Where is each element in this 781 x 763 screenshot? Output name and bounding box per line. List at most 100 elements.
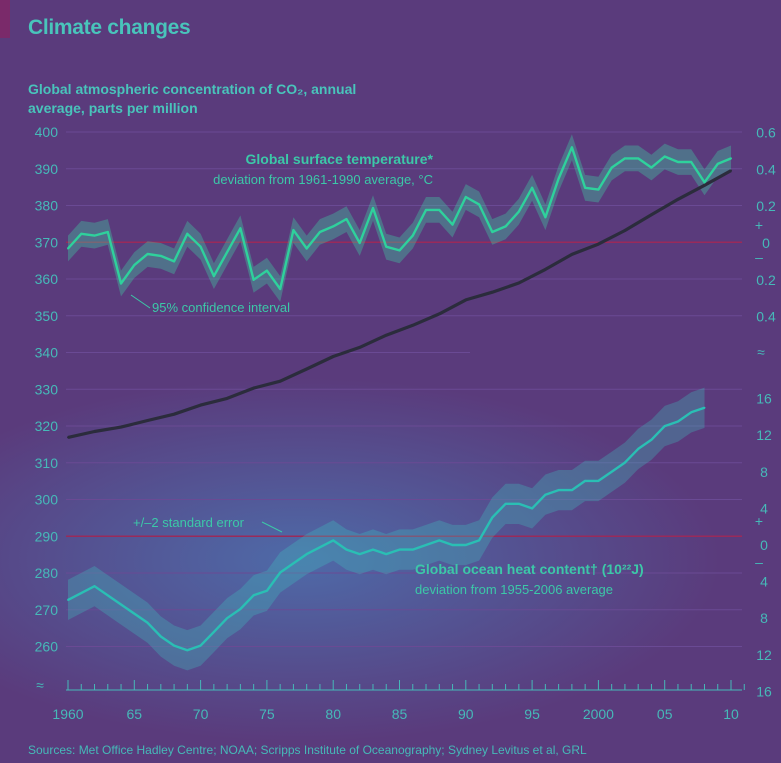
co2-point	[517, 282, 520, 285]
temperature-point	[358, 242, 361, 244]
co2-point	[305, 368, 308, 371]
ocean-point	[173, 644, 176, 647]
co2-point	[438, 312, 441, 315]
temperature-point	[212, 275, 215, 278]
temperature-point	[146, 253, 149, 256]
x-tick-label: 90	[458, 706, 474, 722]
ocean-point	[345, 548, 348, 551]
ocean-band-leader	[261, 521, 283, 533]
ocean-point	[120, 603, 123, 606]
chart-title: Climate changes	[28, 16, 191, 39]
temperature-point	[451, 223, 454, 226]
ocean-heat-line	[67, 406, 705, 652]
co2-point	[279, 380, 282, 383]
left-axis-label: Global atmospheric concentration of CO₂,…	[28, 81, 357, 116]
temperature-point	[159, 254, 162, 257]
ocean-point	[425, 544, 428, 546]
x-tick-label: 05	[657, 706, 673, 722]
ocean-point	[358, 553, 361, 556]
temperature-point	[464, 196, 467, 198]
panel-break-mask	[470, 338, 770, 368]
temperature-point	[106, 230, 109, 233]
temperature-point	[690, 161, 693, 164]
ocean-tick-label: 4	[760, 500, 768, 516]
temperature-point	[173, 260, 176, 263]
ocean-tick-label: 8	[760, 610, 768, 626]
co2-point	[623, 229, 626, 232]
temperature-point	[557, 177, 560, 180]
ocean-point	[265, 589, 268, 592]
co2-point	[411, 324, 414, 327]
temperature-point	[239, 227, 242, 230]
temperature-point	[517, 210, 520, 213]
temperature-band-label: 95% confidence interval	[152, 300, 290, 315]
ocean-point	[544, 493, 547, 496]
co2-point	[173, 413, 176, 416]
temperature-tick-label: 0.4	[756, 309, 776, 325]
ocean-point	[239, 608, 242, 611]
ocean-point	[690, 411, 693, 414]
temperature-tick-label: 0.2	[756, 272, 776, 288]
ocean-tick-label: 12	[756, 647, 772, 663]
temperature-point	[67, 247, 69, 250]
co2-point	[544, 268, 547, 271]
temperature-point	[279, 288, 282, 290]
x-tick-label: 80	[325, 706, 341, 722]
temperature-point	[120, 282, 123, 285]
temperature-point	[478, 203, 481, 206]
x-tick-label: 10	[723, 706, 739, 722]
temperature-tick-label: 0.2	[756, 198, 776, 214]
left-tick-label: 280	[35, 565, 59, 581]
ocean-point	[212, 630, 215, 633]
ocean-point	[623, 461, 626, 464]
temperature-point	[730, 157, 732, 160]
temperature-point	[345, 218, 348, 221]
temperature-tick-label: 0	[762, 235, 770, 251]
co2-point	[120, 426, 123, 429]
ocean-point	[478, 539, 481, 542]
temperature-point	[411, 234, 414, 237]
left-tick-label: 370	[35, 234, 59, 250]
temperature-tick-label: 0.6	[756, 125, 776, 141]
ocean-point	[504, 502, 507, 505]
ocean-point	[371, 548, 374, 551]
ocean-point	[570, 489, 573, 492]
temperature-point	[610, 166, 613, 169]
ocean-point	[663, 425, 666, 428]
ocean-point	[610, 470, 613, 473]
temperature-point	[544, 216, 547, 219]
axis-break-mark-right: ≈	[757, 344, 765, 360]
ocean-point	[557, 489, 560, 492]
left-tick-label: 400	[35, 124, 59, 140]
temperature-point	[398, 249, 401, 252]
temperature-point	[584, 186, 587, 189]
ocean-tick-label: 16	[756, 683, 772, 699]
ocean-tick-label: 0	[760, 537, 768, 553]
temperature-point	[491, 230, 494, 233]
ocean-plus-sign: +	[755, 513, 763, 529]
co2-point	[199, 404, 202, 407]
left-tick-label: 290	[35, 528, 59, 544]
ocean-point	[67, 598, 69, 601]
title-accent-bar	[0, 0, 10, 38]
ocean-point	[146, 621, 149, 624]
co2-point	[226, 397, 229, 400]
left-tick-label: 350	[35, 308, 59, 324]
co2-point	[464, 298, 467, 301]
ocean-tick-label: 12	[756, 427, 772, 443]
temperature-point	[425, 208, 428, 211]
ocean-point	[650, 438, 653, 441]
ocean-point	[398, 548, 401, 551]
x-tick-label: 85	[392, 706, 408, 722]
temperature-point	[252, 278, 255, 281]
left-tick-label: 310	[35, 455, 59, 471]
temperature-point	[650, 166, 653, 169]
ocean-point	[332, 539, 335, 542]
temperature-point	[332, 225, 335, 228]
co2-point	[730, 169, 732, 172]
co2-point	[597, 243, 600, 246]
ocean-series-subtitle: deviation from 1955-2006 average	[415, 582, 613, 597]
temperature-point	[133, 264, 136, 267]
